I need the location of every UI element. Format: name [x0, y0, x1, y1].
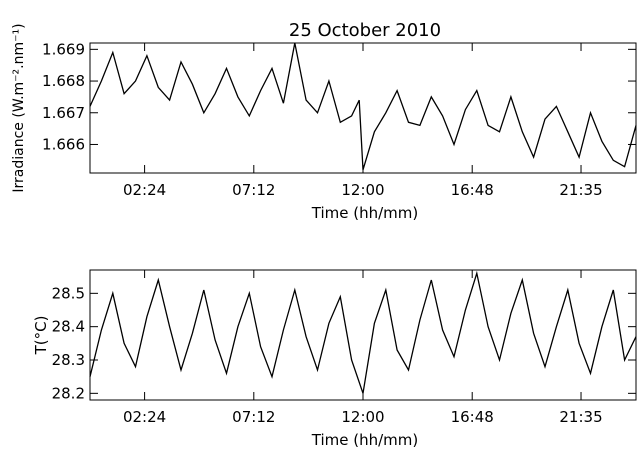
chart-title: 25 October 2010 [289, 20, 441, 41]
temperature-series-line [89, 270, 637, 394]
y-tick-label: 1.669 [42, 40, 85, 58]
x-tick-label: 16:48 [451, 408, 494, 426]
irradiance-y-ticks: 1.666 1.667 1.668 1.669 [42, 40, 636, 153]
irradiance-y-axis-label: Irradiance (W.m⁻².nm⁻¹) [11, 23, 27, 192]
x-tick-label: 12:00 [341, 408, 384, 426]
x-tick-label: 07:12 [232, 408, 275, 426]
y-tick-label: 28.4 [52, 318, 85, 336]
x-tick-label: 16:48 [451, 181, 494, 199]
y-tick-label: 28.3 [52, 351, 85, 369]
y-tick-label: 28.5 [52, 284, 85, 302]
irradiance-series-line [89, 42, 637, 170]
irradiance-x-axis-label: Time (hh/mm) [311, 204, 418, 222]
x-tick-label: 07:12 [232, 181, 275, 199]
x-tick-label: 02:24 [123, 408, 166, 426]
temperature-panel: 28.2 28.3 28.4 28.5 02:24 07:12 12:00 16:48 21:… [32, 269, 637, 449]
x-tick-label: 12:00 [341, 181, 384, 199]
x-tick-label: 21:35 [559, 181, 602, 199]
x-tick-label: 02:24 [123, 181, 166, 199]
y-tick-label: 1.667 [42, 104, 85, 122]
irradiance-x-ticks: 02:24 07:12 12:00 16:48 21:35 [123, 43, 603, 199]
temperature-x-axis-label: Time (hh/mm) [311, 431, 418, 449]
x-tick-label: 21:35 [559, 408, 602, 426]
temperature-y-ticks: 28.2 28.3 28.4 28.5 [52, 284, 636, 402]
y-tick-label: 28.2 [52, 384, 85, 402]
y-tick-label: 1.668 [42, 72, 85, 90]
temperature-y-axis-label: T(°C) [32, 316, 50, 356]
irradiance-panel: 1.666 1.667 1.668 1.669 02:24 07:12 12:00 16:4… [11, 23, 637, 222]
y-tick-label: 1.666 [42, 135, 85, 153]
temperature-x-ticks: 02:24 07:12 12:00 16:48 21:35 [123, 270, 603, 426]
